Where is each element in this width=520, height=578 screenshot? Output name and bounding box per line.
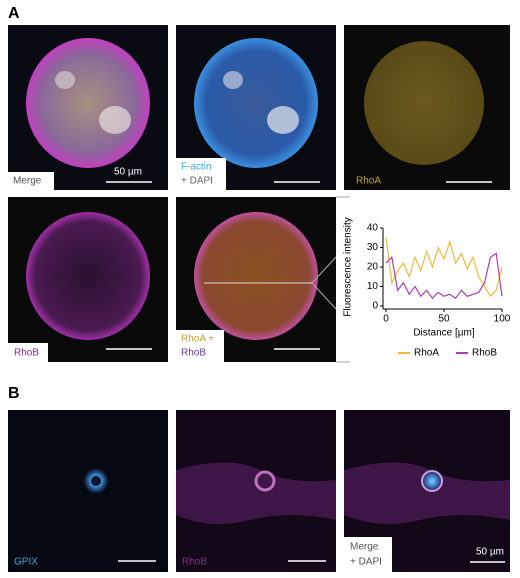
label-box <box>344 537 392 572</box>
y-tick-label: 10 <box>367 281 379 292</box>
x-axis-label: Distance [µm] <box>413 328 475 339</box>
nucleus <box>55 71 75 89</box>
label: Merge <box>13 176 42 187</box>
label: F-actin <box>181 162 212 173</box>
y-tick-label: 20 <box>367 262 379 273</box>
zoom-line <box>311 256 337 284</box>
label: RhoB <box>14 348 39 359</box>
cell <box>421 470 443 492</box>
legend-label: RhoA <box>414 348 439 359</box>
label-box <box>8 172 54 190</box>
y-axis-label: Fluorescence intensity <box>343 217 354 317</box>
label: RhoB <box>181 348 206 359</box>
panel-label: A <box>8 5 20 22</box>
chart: 0 10 20 30 40 0 50 100 Distance [µm] Fluorescence… <box>343 217 511 358</box>
tissue <box>344 462 510 524</box>
cell <box>194 38 318 168</box>
panel-label: B <box>8 385 20 402</box>
x-tick-label: 100 <box>494 314 511 325</box>
tissue <box>176 462 336 524</box>
label-box <box>176 158 226 190</box>
y-tick-label: 40 <box>367 223 379 234</box>
y-tick-label: 30 <box>367 242 379 253</box>
x-tick-label: 50 <box>438 314 450 325</box>
cell <box>26 212 150 340</box>
scale-label: 50 µm <box>114 167 142 178</box>
label: RhoB <box>182 557 207 568</box>
label: GPIX <box>14 557 38 568</box>
line <box>385 252 503 300</box>
cell <box>364 41 484 165</box>
legend-label: RhoB <box>472 348 497 359</box>
label: + DAPI <box>350 557 382 568</box>
x-tick-label: 0 <box>383 314 389 325</box>
label: Merge <box>350 542 379 553</box>
label: + DAPI <box>181 176 213 187</box>
cell <box>421 470 443 492</box>
label: RhoA + <box>181 334 214 345</box>
cell <box>26 38 150 168</box>
line <box>385 237 503 298</box>
label-box <box>8 343 48 362</box>
zoom-line <box>311 282 337 310</box>
cell <box>194 212 318 340</box>
nucleus <box>267 106 299 134</box>
label: RhoA <box>356 176 381 187</box>
cell <box>254 470 276 492</box>
cell-center <box>91 476 101 486</box>
label-box <box>176 330 224 362</box>
y-tick-label: 0 <box>372 301 378 312</box>
nucleus <box>223 71 243 89</box>
nucleus <box>99 106 131 134</box>
scale-label: 50 µm <box>476 547 504 558</box>
